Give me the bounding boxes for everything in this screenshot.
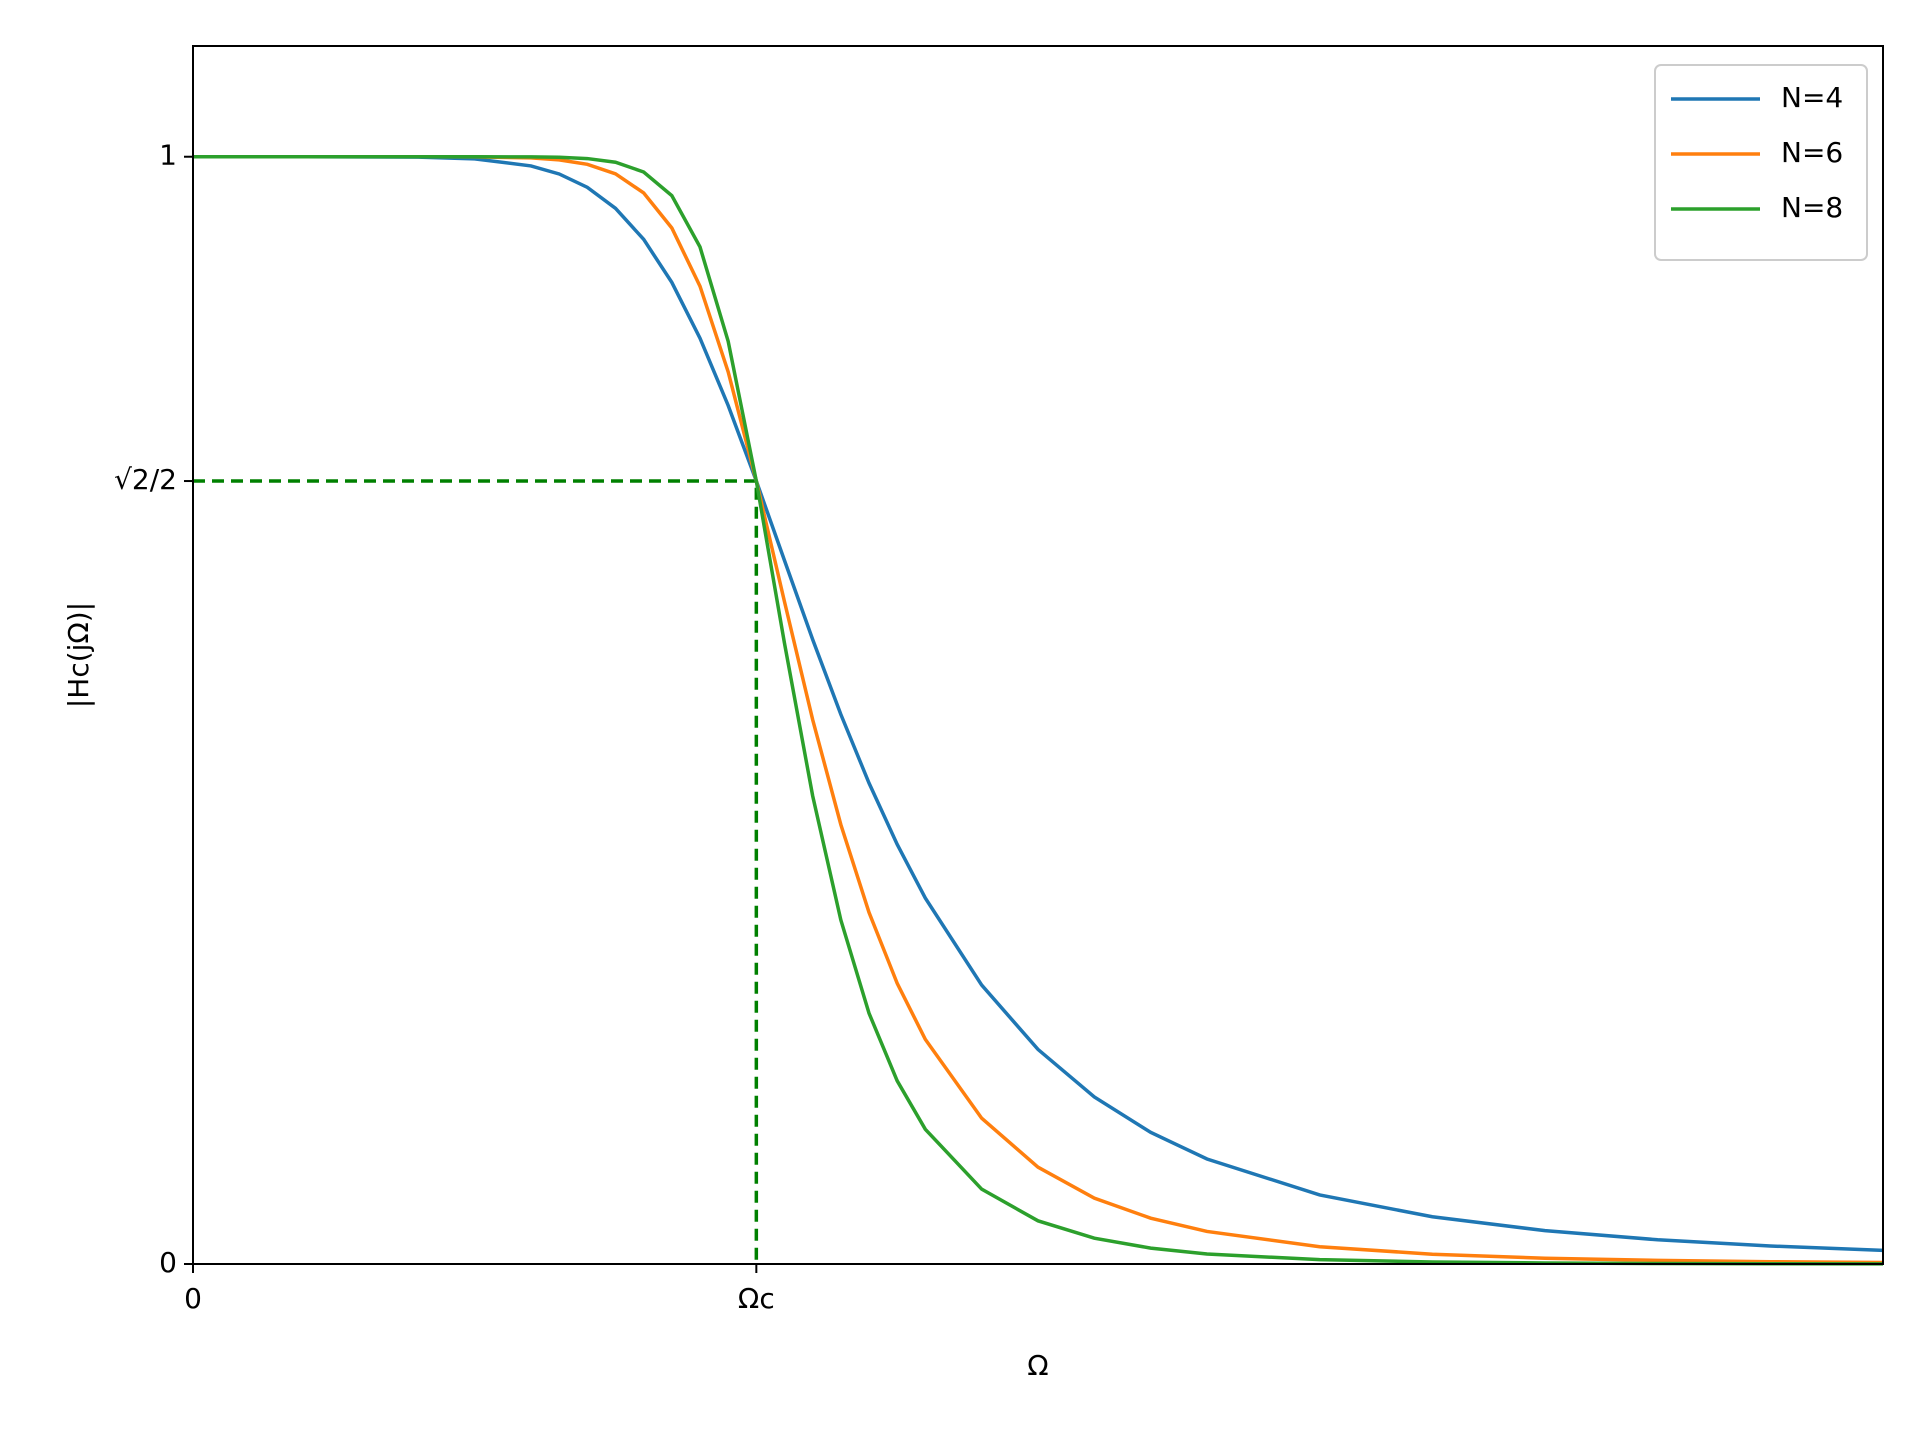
line (193, 154, 1884, 1266)
plot-frame (192, 45, 1884, 1265)
y-tick-label: 0 (159, 1246, 177, 1279)
y-axis-label: |Hc(jΩ)| (62, 602, 95, 708)
x-tick-label: 0 (184, 1282, 202, 1315)
legend-label: N=4 (1781, 81, 1843, 114)
legend-label: N=6 (1781, 136, 1843, 169)
x-tick-label: Ωc (738, 1282, 775, 1315)
guide-line (193, 479, 759, 1264)
y-tick-label: √2/2 (114, 463, 177, 496)
legend-box (1654, 64, 1868, 261)
y-tick-label: 1 (159, 139, 177, 172)
x-axis-label: Ω (1027, 1349, 1048, 1382)
line (193, 154, 1884, 1265)
legend-label: N=8 (1781, 191, 1843, 224)
line (193, 154, 1884, 1253)
